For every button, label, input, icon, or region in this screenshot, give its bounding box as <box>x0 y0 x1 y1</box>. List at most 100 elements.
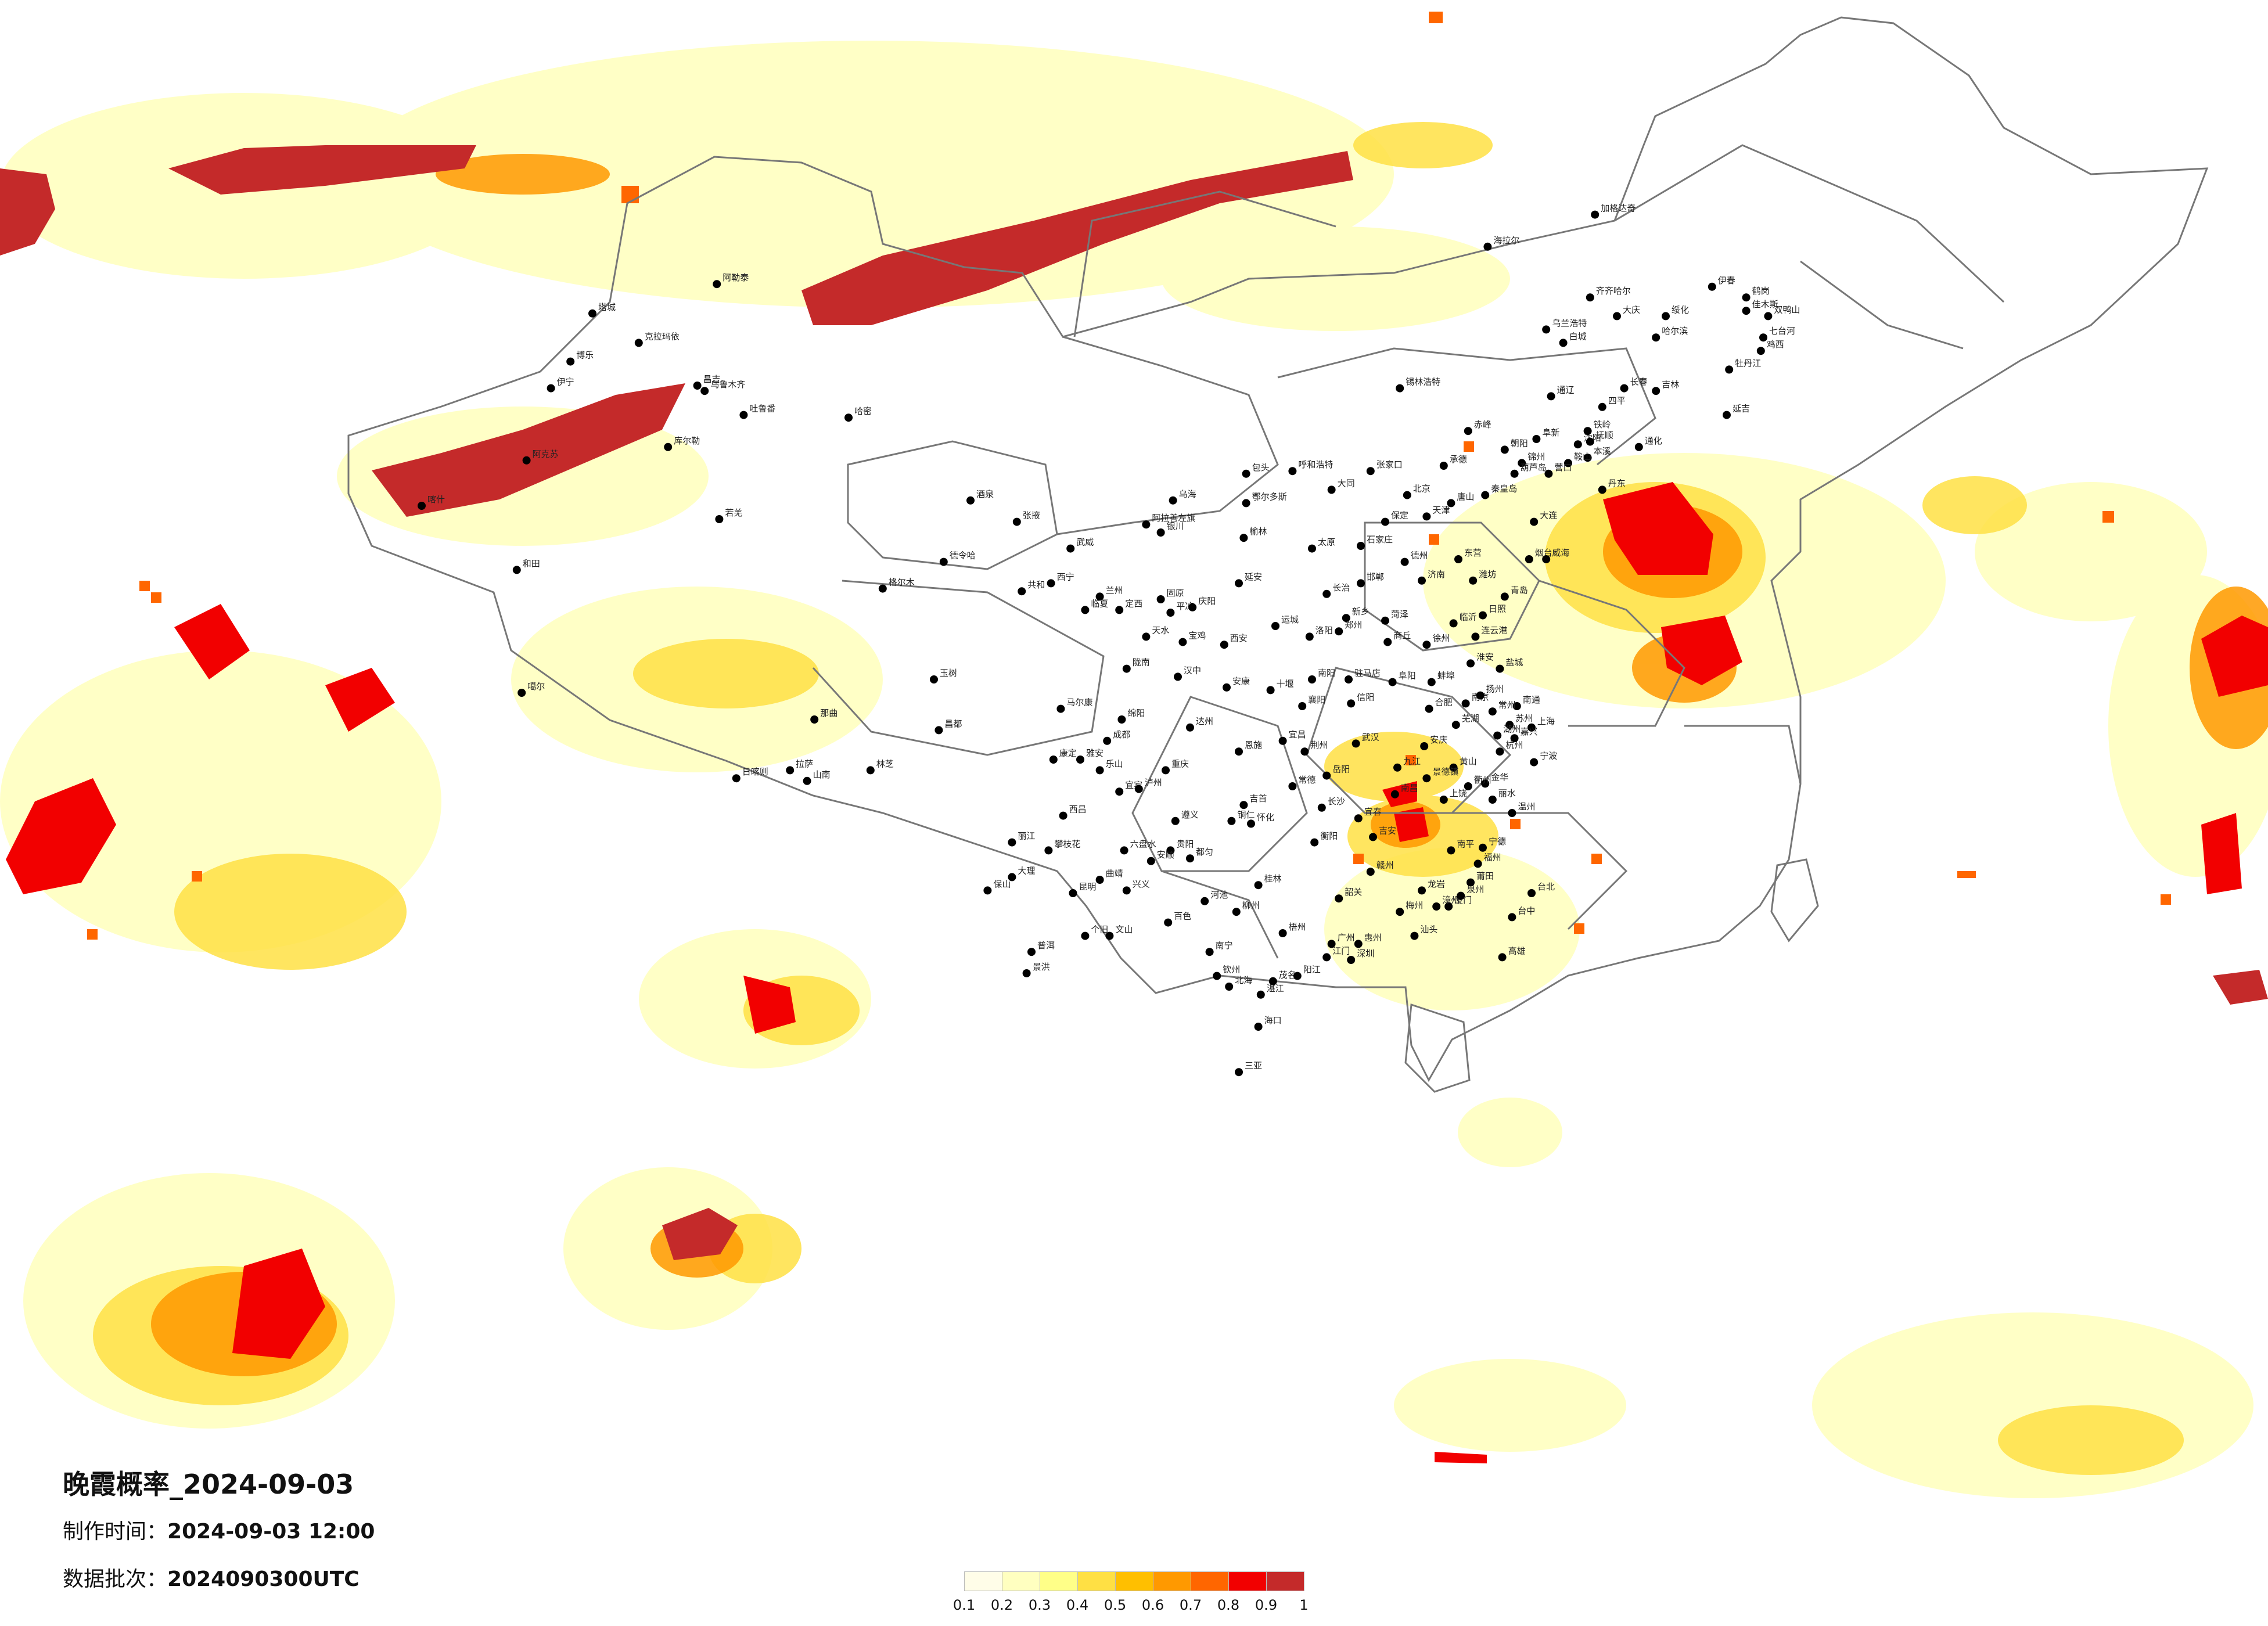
city-dot <box>1381 616 1389 625</box>
city-dot <box>1388 678 1397 686</box>
city-dot <box>1457 891 1465 900</box>
city-dot <box>1105 931 1114 940</box>
city-label: 大理 <box>1018 865 1035 876</box>
city-label: 襄阳 <box>1308 695 1325 705</box>
city-dot <box>715 515 724 523</box>
city-dot <box>983 886 992 895</box>
city-label: 临夏 <box>1091 598 1108 609</box>
city-dot <box>1008 873 1016 882</box>
city-label: 嘉兴 <box>1521 726 1538 737</box>
city-label: 哈密 <box>854 406 872 416</box>
city-dot <box>1268 977 1277 985</box>
city-dot <box>1488 796 1497 804</box>
city-dot <box>1500 592 1509 601</box>
city-dot <box>1305 632 1314 641</box>
city-label: 宜春 <box>1364 807 1382 817</box>
city-dot <box>1598 485 1606 494</box>
city-label: 赤峰 <box>1474 419 1491 430</box>
city-label: 兰州 <box>1106 585 1123 595</box>
legend-tick-label: 1 <box>1299 1597 1309 1613</box>
city-dot <box>588 309 596 318</box>
city-label: 景洪 <box>1033 962 1050 972</box>
city-dot <box>1342 614 1350 623</box>
city-label: 乌鲁木齐 <box>710 379 745 390</box>
city-label: 吉林 <box>1662 379 1679 390</box>
city-label: 台中 <box>1518 905 1535 916</box>
city-label: 北京 <box>1413 484 1430 494</box>
city-dot <box>1059 811 1067 820</box>
city-dot <box>1469 576 1478 585</box>
city-label: 威海 <box>1552 548 1569 558</box>
city-dot <box>1479 843 1487 852</box>
city-label: 石家庄 <box>1367 534 1393 545</box>
city-dot <box>1242 469 1250 478</box>
city-dot <box>1652 387 1660 395</box>
city-label: 通辽 <box>1557 384 1575 395</box>
city-label: 三亚 <box>1245 1060 1262 1071</box>
city-label: 临沂 <box>1460 611 1477 622</box>
city-label: 六盘水 <box>1130 839 1156 849</box>
made-time-value: 2024-09-03 12:00 <box>167 1520 375 1544</box>
city-label: 保山 <box>993 879 1011 889</box>
city-label: 南宁 <box>1216 940 1233 951</box>
city-markers: 北京天津石家庄太原呼和浩特沈阳长春哈尔滨上海南京杭州合肥福州南昌济南郑州武汉长沙… <box>418 203 1800 1077</box>
city-label: 西宁 <box>1057 571 1074 582</box>
city-label: 高雄 <box>1508 945 1526 956</box>
city-dot <box>1146 857 1155 865</box>
city-label: 阳江 <box>1303 965 1321 975</box>
city-label: 百色 <box>1174 911 1191 922</box>
city-label: 十堰 <box>1277 678 1294 689</box>
city-label: 抚顺 <box>1596 430 1613 441</box>
city-dot <box>1427 678 1436 686</box>
city-label: 蚌埠 <box>1437 671 1455 681</box>
city-dot <box>844 413 853 422</box>
city-label: 新乡 <box>1352 606 1370 617</box>
city-dot <box>512 566 521 574</box>
city-label: 延吉 <box>1733 404 1750 414</box>
city-dot <box>1586 293 1594 302</box>
legend-swatch <box>965 1572 1002 1591</box>
city-label: 喀什 <box>427 494 445 505</box>
city-label: 牡丹江 <box>1735 358 1761 368</box>
city-dot <box>1559 339 1568 347</box>
city-dot <box>1422 774 1431 783</box>
legend-swatch <box>1116 1572 1153 1591</box>
city-label: 南阳 <box>1318 668 1335 678</box>
city-label: 常州 <box>1498 700 1516 710</box>
city-label: 天津 <box>1432 505 1450 515</box>
city-label: 菏泽 <box>1391 609 1408 620</box>
city-dot <box>1742 307 1751 315</box>
city-dot <box>1613 312 1621 321</box>
city-dot <box>1095 592 1104 601</box>
city-dot <box>1103 736 1112 745</box>
city-label: 噶尔 <box>527 681 545 692</box>
legend-tick-label: 0.5 <box>1104 1597 1127 1613</box>
city-dot <box>1156 528 1165 537</box>
city-label: 南通 <box>1523 695 1540 705</box>
legend-swatch <box>1040 1572 1078 1591</box>
city-dot <box>1381 517 1389 526</box>
city-dot <box>1396 384 1404 393</box>
city-label: 湛江 <box>1267 983 1284 994</box>
city-label: 衢州 <box>1474 775 1491 785</box>
city-label: 合肥 <box>1435 697 1453 708</box>
city-dot <box>1518 459 1526 467</box>
city-label: 岳阳 <box>1332 764 1350 775</box>
city-dot <box>1227 816 1236 825</box>
city-label: 阜阳 <box>1399 671 1416 681</box>
city-label: 台北 <box>1537 882 1555 892</box>
city-dot <box>1403 491 1411 499</box>
city-label: 克拉玛依 <box>645 331 680 341</box>
city-dot <box>713 280 721 289</box>
city-label: 安顺 <box>1157 850 1174 860</box>
city-dot <box>1508 913 1516 922</box>
city-dot <box>1354 940 1363 948</box>
city-label: 四平 <box>1608 395 1626 406</box>
city-label: 苏州 <box>1515 713 1533 724</box>
city-dot <box>1256 990 1265 999</box>
city-dot <box>1239 801 1248 810</box>
city-dot <box>1308 544 1316 553</box>
city-label: 河池 <box>1210 890 1228 900</box>
city-label: 温州 <box>1518 801 1535 812</box>
city-label: 马尔康 <box>1066 697 1092 708</box>
